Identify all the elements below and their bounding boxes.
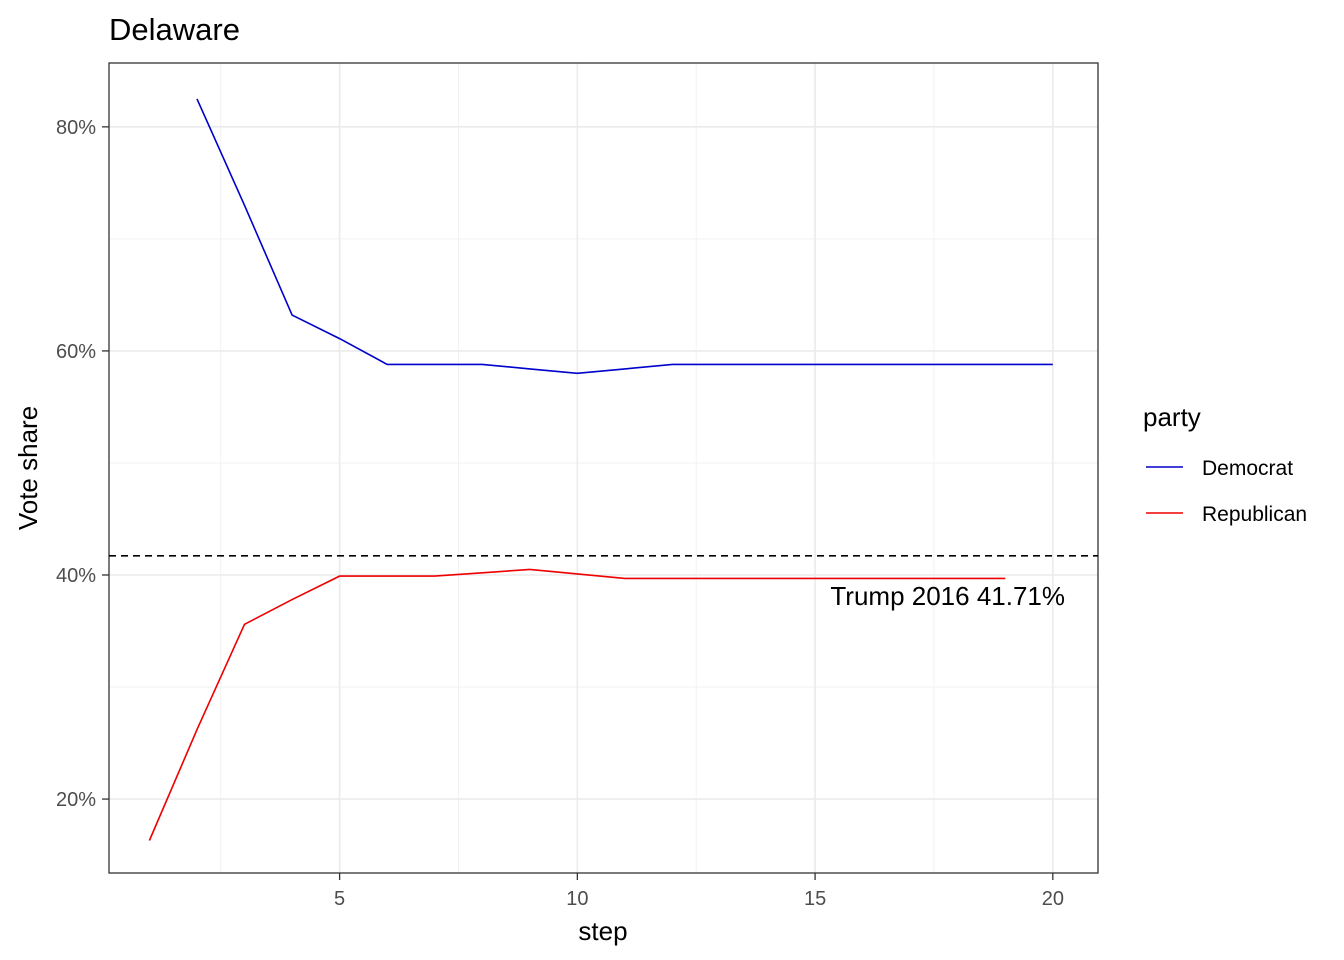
plot-panel-border [108,62,1099,874]
y-axis-title: Vote share [13,406,43,530]
series-line-republican [148,568,1006,841]
reference-line-label: Trump 2016 41.71% [830,581,1065,611]
legend: party Democrat Republican [1143,402,1307,526]
y-tick-label: 80% [56,117,96,139]
y-tick-label: 60% [56,341,96,363]
x-tick-label: 10 [566,888,588,910]
series-lines [148,98,1053,841]
x-tick-label: 5 [334,888,345,910]
legend-label-democrat: Democrat [1202,457,1293,480]
x-axis-title: step [578,916,627,946]
x-tick-label: 15 [804,888,826,910]
series-line-democrat [196,98,1053,375]
axis-ticks: 5 10 15 20 20% 40% 60% 80% [56,117,1064,910]
y-tick-label: 20% [56,789,96,811]
x-tick-label: 20 [1042,888,1064,910]
y-tick-label: 40% [56,565,96,587]
grid-lines [109,63,1098,873]
legend-label-republican: Republican [1202,503,1307,526]
reference-line-group: Trump 2016 41.71% [109,555,1098,611]
legend-title: party [1143,402,1201,432]
chart-title: Delaware [109,12,240,47]
